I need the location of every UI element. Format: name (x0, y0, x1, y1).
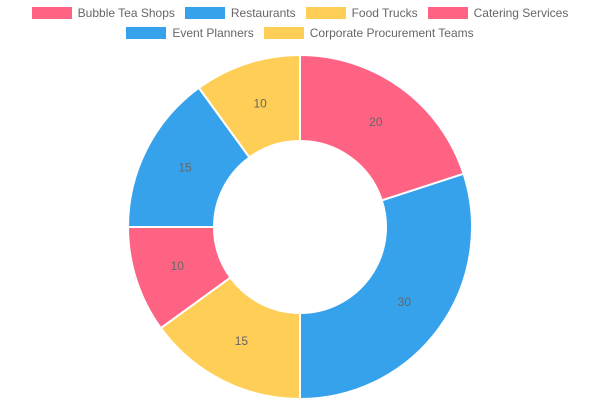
legend-item[interactable]: Corporate Procurement Teams (263, 26, 474, 40)
legend-label: Catering Services (473, 6, 569, 20)
legend-item[interactable]: Restaurants (184, 6, 296, 20)
legend-label: Bubble Tea Shops (77, 6, 175, 20)
legend-swatch (263, 27, 304, 39)
legend-label: Corporate Procurement Teams (309, 26, 474, 40)
slice-value-label: 10 (171, 259, 185, 273)
chart-legend: Bubble Tea Shops Restaurants Food Trucks Ca… (0, 6, 600, 40)
legend-item[interactable]: Food Trucks (305, 6, 418, 20)
legend-item[interactable]: Bubble Tea Shops (31, 6, 175, 20)
legend-swatch (305, 7, 346, 19)
doughnut-slice[interactable] (299, 53, 465, 202)
slice-value-label: 15 (235, 334, 249, 348)
slice-value-label: 20 (369, 115, 383, 129)
legend-label: Restaurants (230, 6, 296, 20)
legend-swatch (184, 7, 225, 19)
legend-row: Bubble Tea Shops Restaurants Food Trucks Ca… (31, 6, 569, 20)
legend-row: Event Planners Corporate Procurement Team… (126, 26, 474, 40)
legend-item[interactable]: Catering Services (427, 6, 569, 20)
slice-value-label: 10 (253, 96, 267, 110)
legend-label: Event Planners (172, 26, 254, 40)
legend-item[interactable]: Event Planners (126, 26, 254, 40)
doughnut-slice[interactable] (197, 53, 301, 159)
legend-label: Food Trucks (351, 6, 418, 20)
legend-swatch (427, 7, 468, 19)
legend-swatch (31, 7, 72, 19)
doughnut-slice[interactable] (299, 172, 473, 400)
slice-value-label: 30 (398, 295, 412, 309)
legend-swatch (126, 27, 167, 39)
slice-value-label: 15 (178, 161, 192, 175)
